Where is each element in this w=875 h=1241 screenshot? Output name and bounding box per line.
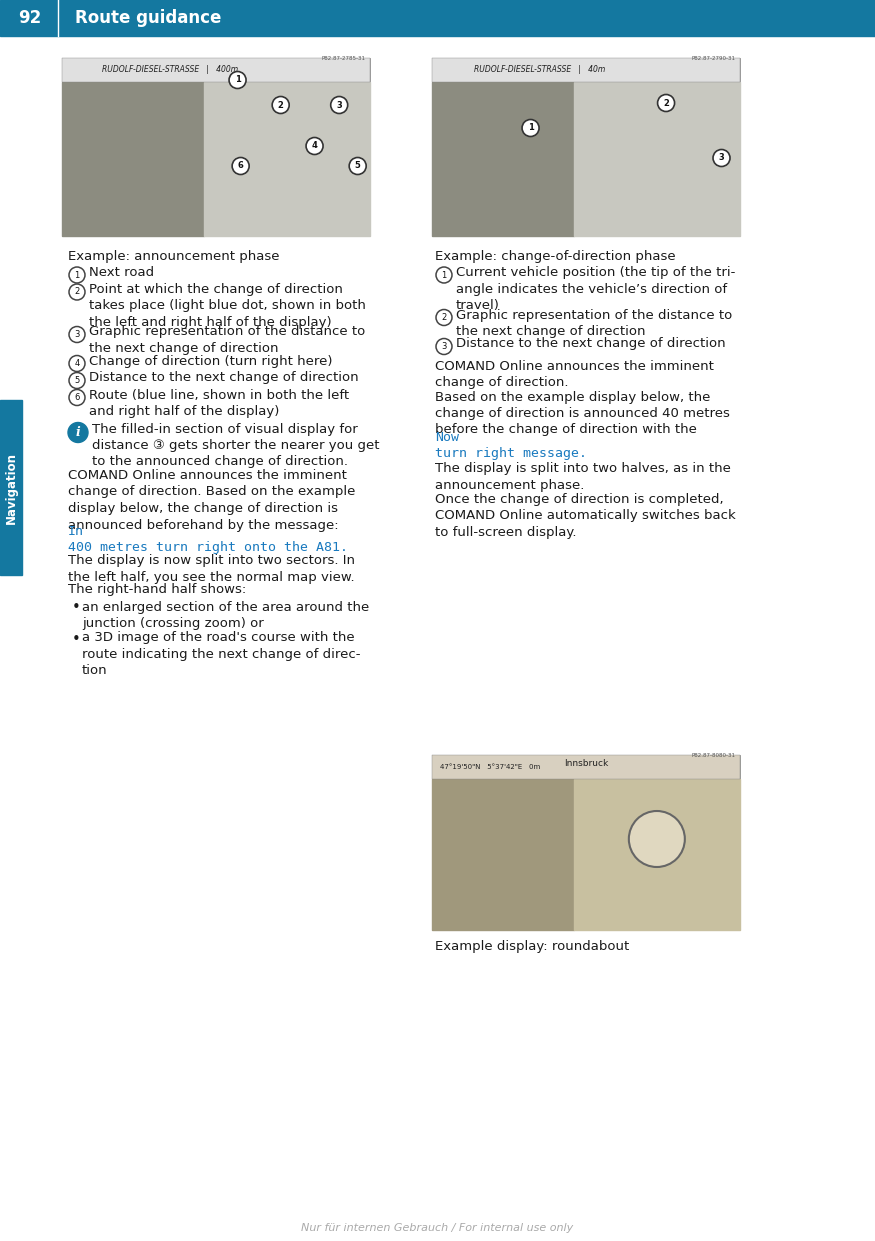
Circle shape xyxy=(69,326,85,343)
Circle shape xyxy=(69,284,85,300)
Text: Now
turn right message.: Now turn right message. xyxy=(435,431,587,460)
Text: Next road: Next road xyxy=(89,266,154,279)
Text: The display is now split into two sectors. In
the left half, you see the normal : The display is now split into two sector… xyxy=(68,553,355,583)
Text: 5: 5 xyxy=(354,161,360,170)
Bar xyxy=(0,400,22,575)
Bar xyxy=(574,779,740,930)
Text: 2: 2 xyxy=(74,288,80,297)
Bar xyxy=(0,0,875,36)
Circle shape xyxy=(522,119,539,137)
Bar xyxy=(62,58,370,236)
Circle shape xyxy=(629,812,685,867)
Text: 1: 1 xyxy=(74,271,80,279)
Text: 2: 2 xyxy=(441,313,446,321)
Text: Navigation: Navigation xyxy=(4,452,18,524)
Text: The filled-in section of visual display for
distance ③ gets shorter the nearer y: The filled-in section of visual display … xyxy=(92,422,380,469)
Text: 5: 5 xyxy=(74,376,80,385)
Text: P82.87-8080-31: P82.87-8080-31 xyxy=(692,753,736,758)
Text: COMAND Online announces the imminent
change of direction. Based on the example
d: COMAND Online announces the imminent cha… xyxy=(68,469,355,531)
Bar xyxy=(432,755,740,779)
Text: i: i xyxy=(75,426,80,439)
Text: 1: 1 xyxy=(234,76,241,84)
Text: 1: 1 xyxy=(528,124,534,133)
Text: Route guidance: Route guidance xyxy=(75,9,221,27)
Bar xyxy=(204,82,370,236)
Text: 4: 4 xyxy=(312,141,318,150)
Bar xyxy=(62,58,370,82)
Text: 2: 2 xyxy=(277,101,284,109)
Text: 47°19'50"N   5°37'42"E   0m: 47°19'50"N 5°37'42"E 0m xyxy=(440,764,540,769)
Text: P82.87-2790-31: P82.87-2790-31 xyxy=(692,56,736,61)
Circle shape xyxy=(69,372,85,388)
Bar xyxy=(432,755,740,930)
Text: Change of direction (turn right here): Change of direction (turn right here) xyxy=(89,355,332,367)
Circle shape xyxy=(272,97,289,113)
Text: Graphic representation of the distance to
the next change of direction: Graphic representation of the distance t… xyxy=(89,325,365,355)
Text: In
400 metres turn right onto the A81.: In 400 metres turn right onto the A81. xyxy=(68,525,348,555)
Bar xyxy=(432,779,574,930)
Circle shape xyxy=(331,97,347,113)
Text: Graphic representation of the distance to
the next change of direction: Graphic representation of the distance t… xyxy=(456,309,732,338)
Text: 92: 92 xyxy=(18,9,42,27)
Text: P82.87-2785-31: P82.87-2785-31 xyxy=(322,56,366,61)
Text: Once the change of direction is completed,
COMAND Online automatically switches : Once the change of direction is complete… xyxy=(435,493,736,539)
Text: RUDOLF-DIESEL-STRASSE   |   40m: RUDOLF-DIESEL-STRASSE | 40m xyxy=(474,66,606,74)
Bar xyxy=(574,82,740,236)
Circle shape xyxy=(306,138,323,154)
Circle shape xyxy=(69,267,85,283)
Text: COMAND Online announces the imminent
change of direction.: COMAND Online announces the imminent cha… xyxy=(435,360,714,388)
Text: The display is split into two halves, as in the
announcement phase.: The display is split into two halves, as… xyxy=(435,462,731,491)
Text: Current vehicle position (the tip of the tri-
angle indicates the vehicle’s dire: Current vehicle position (the tip of the… xyxy=(456,266,735,311)
Text: 3: 3 xyxy=(718,154,724,163)
Circle shape xyxy=(349,158,366,175)
Circle shape xyxy=(69,390,85,406)
Text: Example: announcement phase: Example: announcement phase xyxy=(68,249,279,263)
Text: 1: 1 xyxy=(441,271,446,279)
Text: an enlarged section of the area around the
junction (crossing zoom) or: an enlarged section of the area around t… xyxy=(82,601,369,630)
Text: The right-hand half shows:: The right-hand half shows: xyxy=(68,583,246,596)
Text: 4: 4 xyxy=(74,359,80,369)
Circle shape xyxy=(229,72,246,88)
Text: 6: 6 xyxy=(74,393,80,402)
Circle shape xyxy=(69,355,85,371)
Text: Example: change-of-direction phase: Example: change-of-direction phase xyxy=(435,249,676,263)
Bar xyxy=(62,82,204,236)
Text: Nur für internen Gebrauch / For internal use only: Nur für internen Gebrauch / For internal… xyxy=(301,1222,574,1234)
Circle shape xyxy=(658,94,675,112)
Circle shape xyxy=(436,309,452,325)
Text: Point at which the change of direction
takes place (light blue dot, shown in bot: Point at which the change of direction t… xyxy=(89,283,366,329)
Bar xyxy=(432,58,740,236)
Text: Distance to the next change of direction: Distance to the next change of direction xyxy=(456,338,725,350)
Text: RUDOLF-DIESEL-STRASSE   |   400m: RUDOLF-DIESEL-STRASSE | 400m xyxy=(102,66,238,74)
Text: •: • xyxy=(72,601,80,616)
Text: Route (blue line, shown in both the left
and right half of the display): Route (blue line, shown in both the left… xyxy=(89,388,349,418)
Text: 2: 2 xyxy=(663,98,669,108)
Text: 3: 3 xyxy=(74,330,80,339)
Text: Innsbruck: Innsbruck xyxy=(564,759,608,768)
Circle shape xyxy=(232,158,249,175)
Circle shape xyxy=(713,149,730,166)
Text: a 3D image of the road's course with the
route indicating the next change of dir: a 3D image of the road's course with the… xyxy=(82,632,360,678)
Text: 3: 3 xyxy=(441,343,447,351)
Circle shape xyxy=(436,267,452,283)
Text: Example display: roundabout: Example display: roundabout xyxy=(435,939,629,953)
Text: 3: 3 xyxy=(336,101,342,109)
Text: •: • xyxy=(72,632,80,647)
Circle shape xyxy=(68,422,88,443)
Bar xyxy=(432,58,740,82)
Bar xyxy=(432,82,574,236)
Text: 6: 6 xyxy=(238,161,243,170)
Circle shape xyxy=(436,339,452,355)
Text: Based on the example display below, the
change of direction is announced 40 metr: Based on the example display below, the … xyxy=(435,391,730,437)
Text: Distance to the next change of direction: Distance to the next change of direction xyxy=(89,371,359,385)
